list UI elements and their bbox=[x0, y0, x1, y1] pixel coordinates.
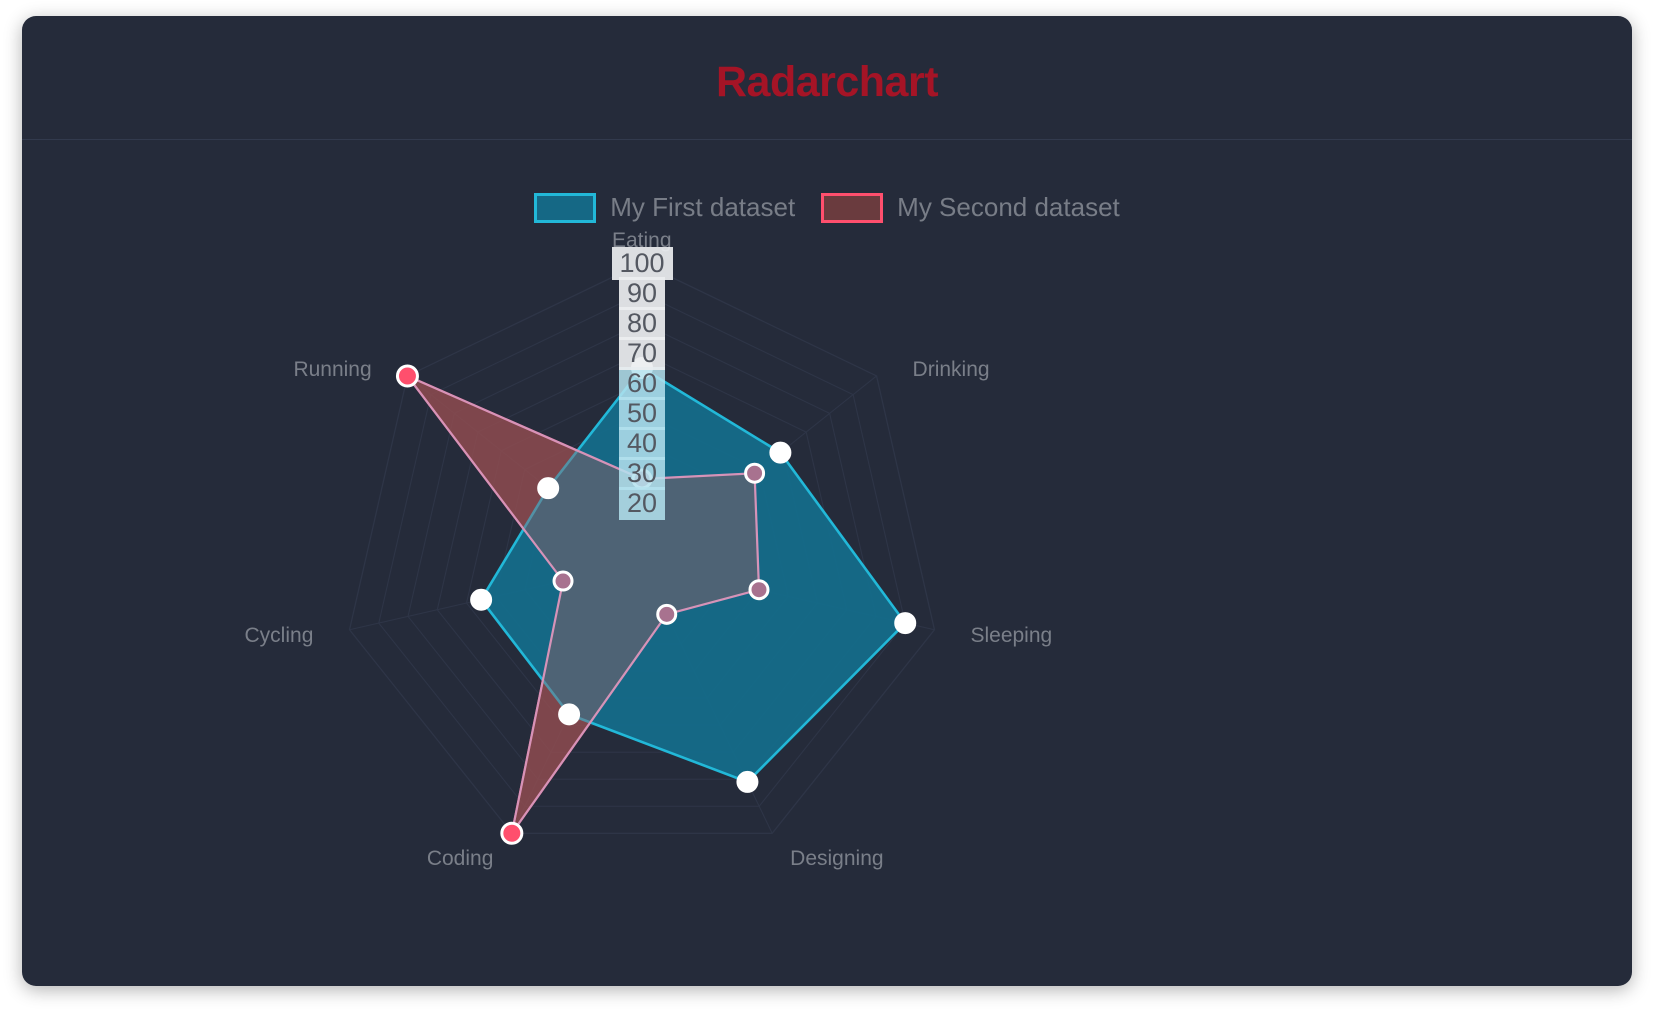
axis-label-coding: Coding bbox=[426, 847, 494, 871]
chart-legend: My First dataset My Second dataset bbox=[22, 192, 1632, 223]
legend-label-second-dataset: My Second dataset bbox=[897, 192, 1120, 222]
axis-label-drinking: Drinking bbox=[912, 357, 990, 381]
axis-label-eating: Eating bbox=[612, 229, 672, 252]
radar-chart-area[interactable]: Eating Drinking Sleeping Designing Coding Cyc… bbox=[22, 140, 1632, 986]
tick-label-20: 20 bbox=[619, 486, 666, 520]
legend-label-first-dataset: My First dataset bbox=[610, 192, 796, 222]
tick-label-50: 50 bbox=[619, 396, 666, 430]
tick-label-60: 60 bbox=[619, 366, 666, 400]
legend-item-second-dataset[interactable]: My Second dataset bbox=[821, 192, 1120, 223]
radar-chart-svg bbox=[348, 262, 936, 845]
legend-item-first-dataset[interactable]: My First dataset bbox=[534, 192, 795, 223]
axis-label-running: Running bbox=[293, 357, 372, 381]
tick-label-30: 30 bbox=[619, 456, 666, 490]
chart-card: Radarchart My First dataset My Second da… bbox=[22, 16, 1632, 986]
tick-label-80: 80 bbox=[619, 306, 666, 340]
legend-swatch-second-dataset bbox=[821, 192, 884, 223]
tick-label-90: 90 bbox=[619, 276, 666, 310]
tick-label-100: 100 bbox=[611, 246, 673, 280]
axis-label-designing: Designing bbox=[790, 847, 884, 871]
axis-label-sleeping: Sleeping bbox=[970, 623, 1053, 647]
legend-swatch-first-dataset bbox=[534, 192, 597, 223]
card-header: Radarchart bbox=[22, 16, 1632, 140]
page-title: Radarchart bbox=[715, 58, 939, 106]
axis-label-cycling: Cycling bbox=[244, 623, 314, 647]
tick-label-40: 40 bbox=[619, 426, 666, 460]
tick-label-70: 70 bbox=[619, 336, 666, 370]
